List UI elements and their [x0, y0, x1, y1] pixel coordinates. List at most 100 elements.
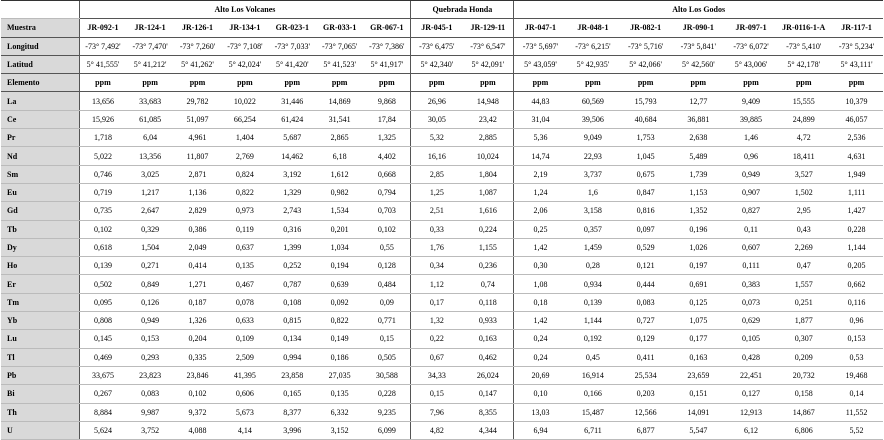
value-cell: 4,82	[410, 421, 463, 440]
value-cell: 34,33	[410, 366, 463, 386]
element-row: Eu 0,719 1,217 1,136 0,822 1,329 0,982 0,794 1,2…	[1, 183, 883, 203]
value-cell: 2,743	[268, 201, 316, 221]
value-cell: 4,961	[173, 128, 222, 148]
value-cell: 1,111	[830, 183, 883, 203]
value-cell: 0,128	[363, 256, 411, 276]
value-cell: 2,647	[126, 201, 174, 221]
value-cell: 0,203	[619, 384, 672, 404]
value-cell: 1,502	[777, 183, 831, 203]
value-cell: 0,502	[78, 274, 127, 294]
value-cell: 0,414	[173, 256, 222, 276]
element-label: Pb	[1, 366, 80, 386]
value-cell: 0,153	[126, 329, 174, 349]
longitude-cell: -73° 5,841'	[671, 37, 725, 56]
value-cell: 0,824	[221, 165, 269, 184]
value-cell: 0,118	[462, 293, 514, 313]
value-cell: 0,28	[566, 256, 620, 276]
value-cell: 0,949	[126, 311, 174, 331]
value-cell: 0,949	[724, 165, 778, 184]
value-cell: 0,794	[363, 183, 411, 203]
element-row: Ce 15,926 61,085 51,097 66,254 61,424 31,541 17…	[1, 110, 883, 130]
longitude-cell: -73° 5,716'	[619, 37, 672, 56]
value-cell: 1,753	[619, 128, 672, 148]
value-cell: 4,631	[830, 146, 883, 166]
value-cell: 14,091	[671, 403, 725, 422]
value-cell: 0,815	[268, 311, 316, 331]
value-cell: 5,52	[830, 421, 883, 440]
unit-cell: ppm	[830, 73, 883, 93]
unit-row: Elemento ppm ppm ppm ppm ppm ppm ppm ppm ppm ppm pp…	[1, 73, 883, 93]
value-cell: 0,55	[363, 238, 411, 258]
value-cell: 1,24	[513, 183, 567, 203]
value-cell: 0,17	[410, 293, 463, 313]
value-cell: 0,633	[221, 311, 269, 331]
longitude-cell: -73° 7,065'	[315, 37, 364, 56]
value-cell: 0,145	[78, 329, 127, 349]
value-cell: 1,459	[566, 238, 620, 258]
value-cell: 1,325	[363, 128, 411, 148]
value-cell: 1,557	[777, 274, 831, 294]
value-cell: 14,867	[777, 403, 831, 422]
value-cell: 0,822	[221, 183, 269, 203]
element-row: Tm 0,095 0,126 0,187 0,078 0,108 0,092 0,09 0,17…	[1, 293, 883, 313]
value-cell: 20,732	[777, 366, 831, 386]
value-cell: 0,271	[126, 256, 174, 276]
longitude-cell: -73° 7,386'	[363, 37, 411, 56]
value-cell: 0,126	[126, 293, 174, 313]
value-cell: 30,588	[363, 366, 411, 386]
value-cell: 0,606	[221, 384, 269, 404]
element-label: Ho	[1, 256, 80, 276]
value-cell: 0,96	[724, 146, 778, 166]
value-cell: 13,656	[78, 91, 127, 111]
element-label: Er	[1, 274, 80, 294]
unit-cell: ppm	[724, 73, 778, 93]
value-cell: 0,102	[363, 220, 411, 239]
value-cell: 2,885	[462, 128, 514, 148]
value-cell: 0,204	[173, 329, 222, 349]
value-cell: 0,934	[566, 274, 620, 294]
value-cell: 0,428	[724, 348, 778, 367]
value-cell: 9,868	[363, 91, 411, 111]
value-cell: 23,846	[173, 366, 222, 386]
value-cell: 1,271	[173, 274, 222, 294]
value-cell: 10,379	[830, 91, 883, 111]
value-cell: 0,668	[363, 165, 411, 184]
value-cell: 1,12	[410, 274, 463, 294]
element-row: U 5,624 3,752 4,088 4,14 3,996 3,152 6,099 4,82 4…	[1, 421, 883, 440]
value-cell: 12,913	[724, 403, 778, 422]
sample-cell: JR-129-11	[462, 18, 514, 38]
element-row: Nd 5,022 13,356 11,807 2,769 14,462 6,18 4,402 1…	[1, 146, 883, 166]
value-cell: 3,752	[126, 421, 174, 440]
longitude-cell: -73° 7,108'	[221, 37, 269, 56]
value-cell: 0,33	[410, 220, 463, 239]
value-cell: 0,822	[315, 311, 364, 331]
unit-cell: ppm	[126, 73, 174, 93]
value-cell: 0,335	[173, 348, 222, 367]
value-cell: 12,77	[671, 91, 725, 111]
value-cell: 0,083	[619, 293, 672, 313]
value-cell: 14,462	[268, 146, 316, 166]
value-cell: 17,84	[363, 110, 411, 130]
value-cell: 61,085	[126, 110, 174, 130]
element-row: Th 8,884 9,987 9,372 5,673 8,377 6,332 9,235 7,9…	[1, 403, 883, 422]
sample-cell: JR-134-1	[221, 18, 269, 38]
value-cell: 9,372	[173, 403, 222, 422]
latitude-row: Latitud 5° 41,555' 5° 41,212' 5° 41,262' 5° …	[1, 55, 883, 75]
latitude-cell: 5° 42,935'	[566, 55, 620, 75]
value-cell: 1,877	[777, 311, 831, 331]
value-cell: 14,869	[315, 91, 364, 111]
value-cell: 0,111	[724, 256, 778, 276]
value-cell: 2,536	[830, 128, 883, 148]
value-cell: 0,134	[268, 329, 316, 349]
latitude-cell: 5° 42,024'	[221, 55, 269, 75]
value-cell: 2,19	[513, 165, 567, 184]
value-cell: 0,96	[830, 311, 883, 331]
sample-cell: GR-023-1	[268, 18, 316, 38]
value-cell: 1,46	[724, 128, 778, 148]
value-cell: 9,409	[724, 91, 778, 111]
unit-cell: ppm	[671, 73, 725, 93]
value-cell: 15,793	[619, 91, 672, 111]
unit-cell: ppm	[513, 73, 567, 93]
element-label: Th	[1, 403, 80, 422]
element-label: Bi	[1, 384, 80, 404]
